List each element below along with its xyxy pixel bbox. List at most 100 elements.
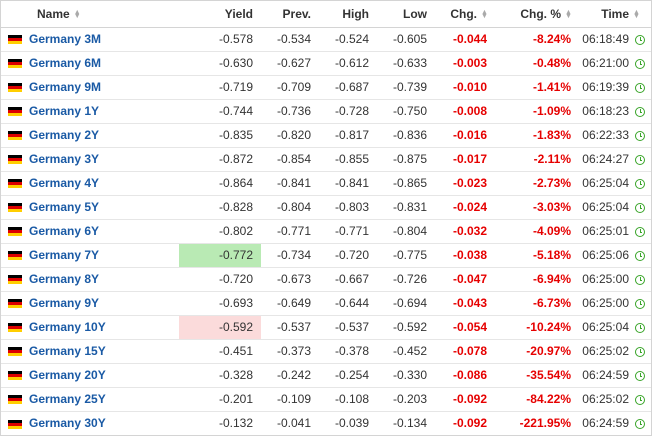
chg-pct-cell: -1.09%: [532, 104, 571, 118]
germany-flag-icon: [8, 179, 22, 189]
flag-cell: [1, 387, 29, 411]
header-high[interactable]: High: [319, 1, 377, 28]
table-row: Germany 30Y -0.132 -0.041 -0.039 -0.134 …: [1, 411, 651, 435]
header-chg-label: Chg.: [450, 6, 477, 21]
time-cell: 06:24:59: [582, 368, 629, 382]
flag-cell: [1, 363, 29, 387]
bond-name-link[interactable]: Germany 15Y: [29, 344, 106, 358]
table-row: Germany 25Y -0.201 -0.109 -0.108 -0.203 …: [1, 387, 652, 411]
clock-icon: [635, 82, 645, 93]
bond-name-link[interactable]: Germany 1Y: [29, 104, 100, 118]
bond-name-link[interactable]: Germany 20Y: [29, 368, 106, 382]
yield-cell: -0.744: [218, 104, 253, 118]
chg-cell: -0.044: [452, 32, 487, 46]
germany-flag-icon: [8, 395, 22, 405]
yield-cell: -0.720: [218, 272, 253, 286]
header-chg[interactable]: Chg. ▲ ▼: [435, 1, 495, 28]
time-cell: 06:25:04: [582, 176, 629, 190]
chg-cell: -0.092: [452, 392, 487, 406]
chg-pct-cell: -6.94%: [532, 272, 571, 286]
clock-icon: [635, 274, 645, 285]
table-row: Germany 10Y -0.592 -0.537 -0.537 -0.592 …: [1, 315, 652, 339]
time-cell: 06:25:00: [582, 296, 629, 310]
bond-name-link[interactable]: Germany 25Y: [29, 392, 106, 406]
prev-cell: -0.373: [276, 344, 311, 358]
header-time[interactable]: Time ▲ ▼: [579, 1, 652, 28]
flag-cell: [1, 123, 29, 147]
bond-name-link[interactable]: Germany 30Y: [29, 416, 106, 431]
prev-cell: -0.709: [276, 80, 311, 94]
bond-name-link[interactable]: Germany 9M: [29, 80, 102, 94]
header-prev[interactable]: Prev.: [261, 1, 319, 28]
name-cell: Germany 8Y: [29, 267, 179, 291]
chg-pct-cell: -4.09%: [532, 224, 571, 238]
sort-icon[interactable]: ▲ ▼: [565, 8, 572, 20]
header-yield[interactable]: Yield: [179, 1, 261, 28]
name-cell: Germany 1Y: [29, 99, 179, 123]
chg-cell: -0.003: [452, 56, 487, 70]
bond-name-link[interactable]: Germany 10Y: [29, 320, 106, 334]
bond-name-link[interactable]: Germany 4Y: [29, 176, 100, 190]
yield-cell: -0.828: [218, 200, 253, 214]
bond-name-link[interactable]: Germany 6M: [29, 56, 102, 70]
chg-cell: -0.086: [452, 368, 487, 382]
sort-icon[interactable]: ▲ ▼: [633, 8, 640, 20]
clock-icon: [635, 394, 645, 405]
table-body: Germany 3M -0.578 -0.534 -0.524 -0.605 -…: [1, 27, 652, 435]
high-cell: -0.254: [334, 368, 369, 382]
clock-icon: [635, 346, 645, 357]
bond-name-link[interactable]: Germany 2Y: [29, 128, 100, 142]
clock-icon: [635, 34, 645, 45]
high-cell: -0.720: [334, 248, 369, 262]
germany-flag-icon: [8, 251, 22, 261]
time-cell: 06:18:49: [582, 32, 629, 46]
high-cell: -0.803: [334, 200, 369, 214]
header-low[interactable]: Low: [377, 1, 435, 28]
flag-cell: [1, 195, 29, 219]
yield-cell: -0.872: [218, 152, 253, 166]
chg-cell: -0.038: [452, 248, 487, 262]
flag-cell: [1, 315, 29, 339]
bond-name-link[interactable]: Germany 5Y: [29, 200, 100, 214]
prev-cell: -0.771: [276, 224, 311, 238]
chg-cell: -0.032: [452, 224, 487, 238]
bond-name-link[interactable]: Germany 9Y: [29, 296, 100, 310]
bond-name-link[interactable]: Germany 3M: [29, 32, 102, 46]
sort-icon[interactable]: ▲ ▼: [73, 8, 81, 20]
high-cell: -0.108: [334, 392, 369, 406]
header-time-label: Time: [601, 6, 630, 21]
yield-cell: -0.772: [179, 243, 261, 267]
low-cell: -0.775: [392, 248, 427, 262]
name-cell: Germany 6M: [29, 51, 179, 75]
low-cell: -0.452: [392, 344, 427, 358]
germany-flag-icon: [8, 59, 22, 69]
sort-icon[interactable]: ▲ ▼: [481, 8, 488, 20]
high-cell: -0.537: [334, 320, 369, 334]
header-name[interactable]: Name ▲ ▼: [29, 1, 179, 28]
clock-icon: [635, 322, 645, 333]
prev-cell: -0.841: [276, 176, 311, 190]
bond-name-link[interactable]: Germany 3Y: [29, 152, 100, 166]
name-cell: Germany 5Y: [29, 195, 179, 219]
header-name-label: Name: [37, 6, 70, 21]
table-row: Germany 15Y -0.451 -0.373 -0.378 -0.452 …: [1, 339, 652, 363]
clock-cell: [629, 243, 651, 267]
low-cell: -0.633: [392, 56, 427, 70]
header-chg-pct[interactable]: Chg. % ▲ ▼: [495, 1, 579, 28]
bond-name-link[interactable]: Germany 7Y: [29, 248, 100, 262]
clock-cell: [629, 363, 651, 387]
clock-icon: [635, 106, 645, 117]
chg-cell: -0.047: [452, 272, 487, 286]
bond-name-link[interactable]: Germany 8Y: [29, 272, 100, 286]
flag-cell: [1, 75, 29, 99]
clock-cell: [629, 315, 651, 339]
bond-name-link[interactable]: Germany 6Y: [29, 224, 100, 238]
germany-flag-icon: [8, 155, 22, 165]
low-cell: -0.726: [392, 272, 427, 286]
table-row: Germany 3M -0.578 -0.534 -0.524 -0.605 -…: [1, 27, 652, 51]
prev-cell: -0.804: [276, 200, 311, 214]
clock-icon: [635, 250, 645, 261]
time-cell: 06:24:27: [582, 152, 629, 166]
